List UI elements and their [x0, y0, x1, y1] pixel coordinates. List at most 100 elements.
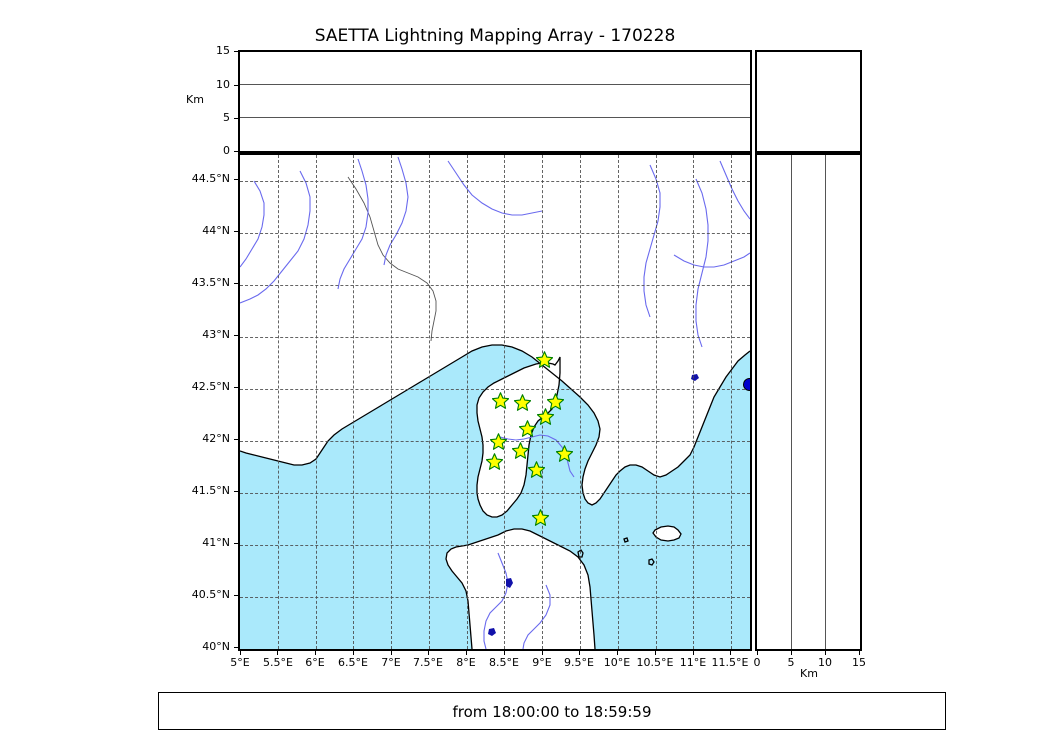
- station-marker[interactable]: [519, 419, 537, 437]
- gridline-alt-5: [240, 117, 750, 118]
- tickmark-lat-42: [234, 439, 238, 440]
- ticklabel-km-5: 5: [787, 656, 795, 669]
- axis-label-km-horizontal: Km: [800, 667, 818, 680]
- gridline-lat-40.5: [240, 597, 750, 598]
- river-arno: [643, 164, 661, 318]
- ticklabel-lon-8: 8°E: [456, 656, 476, 669]
- coastline-islet-pianosa: [648, 558, 655, 566]
- gridline-lat-43.5: [240, 285, 750, 286]
- page-title: SAETTA Lightning Mapping Array - 170228: [314, 26, 676, 46]
- station-marker[interactable]: [489, 432, 507, 450]
- star-icon: [535, 351, 554, 368]
- star-icon: [491, 392, 509, 410]
- ticklabel-lat-44.5: 44.5°N: [191, 172, 230, 185]
- admin-border-group: [347, 176, 437, 342]
- tickmark-lon-7: [391, 651, 392, 655]
- tickmark-lat-43.5: [234, 283, 238, 284]
- tickmark-km-5: [791, 651, 792, 655]
- gridline-lat-41: [240, 545, 750, 546]
- land-elba: [653, 526, 681, 541]
- gridline-alt-10: [240, 84, 750, 85]
- panel-map[interactable]: [238, 153, 752, 651]
- station-marker[interactable]: [546, 392, 564, 410]
- coastline-sardinia: [445, 528, 596, 649]
- star-icon: [485, 452, 504, 470]
- reference-marker-dot[interactable]: [742, 377, 750, 391]
- gridline-lat-43: [240, 337, 750, 338]
- ticklabel-lon-11.5: 11.5°E: [711, 656, 749, 669]
- star-icon: [511, 441, 530, 459]
- land-sardinia: [446, 529, 595, 649]
- ticklabel-lat-40.5: 40.5°N: [191, 588, 230, 601]
- ticklabel-lat-40: 40°N: [202, 640, 230, 653]
- star-icon: [527, 461, 546, 478]
- gridline-lon-11.5: [731, 155, 733, 649]
- ticklabel-lat-42: 42°N: [202, 432, 230, 445]
- tickmark-lat-40.5: [234, 595, 238, 596]
- ticklabel-alt-5: 5: [223, 111, 230, 124]
- star-icon: [489, 432, 507, 450]
- station-marker[interactable]: [485, 452, 504, 470]
- ticklabel-lon-10: 10°E: [603, 656, 631, 669]
- station-marker[interactable]: [531, 508, 550, 526]
- star-icon: [536, 407, 554, 425]
- station-marker[interactable]: [536, 407, 554, 425]
- coastline-mediterranean: [240, 344, 750, 506]
- ticklabel-lon-11: 11°E: [679, 656, 707, 669]
- landmass-group: [240, 155, 750, 649]
- station-marker[interactable]: [514, 394, 532, 412]
- axis-label-km-vertical: Km: [186, 93, 204, 106]
- station-marker[interactable]: [527, 461, 546, 478]
- tickmark-alt-15: [234, 51, 238, 52]
- tickmark-alt-10: [234, 85, 238, 86]
- gridline-lat-44: [240, 233, 750, 234]
- tickmark-lon-5.5: [277, 651, 278, 655]
- gridline-lat-41.5: [240, 493, 750, 494]
- gridline-lon-6: [315, 155, 317, 649]
- coastline-islet-gorgona: [623, 537, 629, 543]
- panel-altitude-histogram[interactable]: [755, 50, 862, 153]
- station-marker[interactable]: [491, 392, 509, 410]
- ticklabel-alt-0: 0: [223, 144, 230, 157]
- river-corsica-golo: [499, 434, 575, 478]
- gridline-lat-44.5: [240, 181, 750, 182]
- panel-altitude-vs-longitude[interactable]: [238, 50, 752, 153]
- ticklabel-lat-44: 44°N: [202, 224, 230, 237]
- gridline-lon-6.5: [353, 155, 355, 649]
- tickmark-km-10: [825, 651, 826, 655]
- gridline-lon-10: [617, 155, 619, 649]
- ticklabel-km-15: 15: [852, 656, 866, 669]
- tickmark-lon-6: [315, 651, 316, 655]
- land-continental-europe: [240, 155, 750, 505]
- gridline-lon-9: [542, 155, 544, 649]
- tickmark-lon-9.5: [579, 651, 580, 655]
- time-range-text: from 18:00:00 to 18:59:59: [452, 703, 652, 721]
- ticklabel-km-0: 0: [753, 656, 761, 669]
- ticklabel-alt-10: 10: [216, 78, 230, 91]
- gridline-km-10: [825, 155, 826, 649]
- time-range-box: from 18:00:00 to 18:59:59: [158, 692, 946, 730]
- river-rhone-system: [240, 180, 265, 268]
- ticklabel-alt-15: 15: [216, 44, 230, 57]
- ticklabel-lat-43: 43°N: [202, 328, 230, 341]
- station-marker[interactable]: [555, 444, 574, 462]
- station-marker[interactable]: [535, 351, 554, 368]
- gridline-lon-8: [466, 155, 468, 649]
- ticklabel-lon-9.5: 9.5°E: [564, 656, 594, 669]
- tickmark-lon-11: [693, 651, 694, 655]
- map-geography: [240, 155, 750, 649]
- tickmark-lon-10: [617, 651, 618, 655]
- panel-altitude-vs-latitude[interactable]: [755, 153, 862, 651]
- ticklabel-lon-7.5: 7.5°E: [413, 656, 443, 669]
- river-north-1: [240, 170, 311, 304]
- river-sardinia-2: [522, 584, 551, 649]
- ticklabel-lon-6: 6°E: [305, 656, 325, 669]
- ticklabel-lat-41: 41°N: [202, 536, 230, 549]
- station-marker[interactable]: [511, 441, 530, 459]
- tickmark-lat-41.5: [234, 491, 238, 492]
- gridline-km-5: [791, 155, 792, 649]
- tickmark-lon-8.5: [504, 651, 505, 655]
- tickmark-lon-6.5: [353, 651, 354, 655]
- river-east-2: [673, 252, 750, 268]
